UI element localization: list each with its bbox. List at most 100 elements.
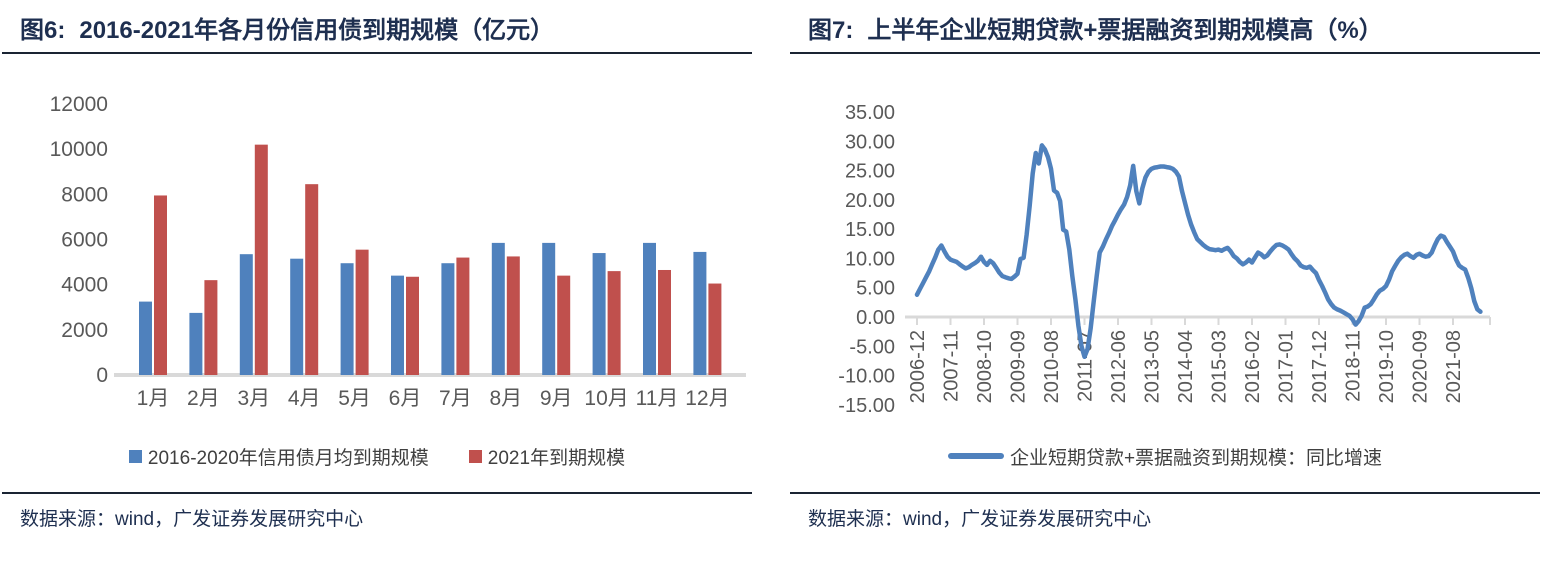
x-axis-tick-label: 6月 bbox=[389, 387, 422, 410]
red-square-swatch-icon bbox=[468, 449, 482, 463]
bar-avg-2月 bbox=[189, 312, 203, 375]
x-axis-tick-label: 2007-11 bbox=[941, 330, 963, 402]
figure6-legend: 2016-2020年信用债月均到期规模 2021年到期规模 bbox=[2, 440, 752, 472]
x-axis-tick-label: 1月 bbox=[137, 387, 170, 410]
x-axis-tick-label: 5月 bbox=[338, 387, 371, 410]
bar-2021-2月 bbox=[204, 280, 218, 375]
y-axis-tick-label: 6000 bbox=[61, 229, 108, 252]
y-axis-tick-label: 30.00 bbox=[845, 131, 895, 153]
x-axis-tick-label: 2017-12 bbox=[1309, 330, 1331, 403]
x-axis-tick-label: 2020-09 bbox=[1410, 330, 1432, 403]
line-chart: 35.00 30.00 25.00 20.00 15.00 10.00 5.00 0.00 -5… bbox=[838, 102, 1491, 417]
legend-item-avg: 2016-2020年信用债月均到期规模 bbox=[128, 443, 429, 470]
bar-avg-9月 bbox=[542, 242, 556, 375]
x-axis-tick-label: 12月 bbox=[685, 387, 729, 410]
x-axis-tick-label: 2017-01 bbox=[1276, 330, 1298, 403]
bar-2021-12月 bbox=[708, 283, 722, 375]
figure6-title: 2016-2021年各月份信用债到期规模（亿元） bbox=[79, 17, 555, 44]
figure7-source: 数据来源：wind，广发证券发展研究中心 bbox=[808, 509, 1152, 530]
x-axis-tick-label: 10月 bbox=[584, 387, 628, 410]
figure7-title: 上半年企业短期贷款+票据融资到期规模高（%） bbox=[867, 17, 1383, 44]
bar-2021-11月 bbox=[658, 269, 671, 375]
bar-avg-12月 bbox=[693, 251, 707, 375]
trend-line bbox=[914, 143, 1483, 360]
blue-square-swatch-icon bbox=[128, 449, 142, 463]
bar-2021-9月 bbox=[557, 275, 571, 375]
x-axis-tick-label: 2013-05 bbox=[1142, 330, 1164, 403]
bar-2021-3月 bbox=[254, 144, 268, 375]
y-axis-tick-label: 12000 bbox=[50, 93, 108, 116]
figure7-header: 图7: 上半年企业短期贷款+票据融资到期规模高（%） bbox=[790, 0, 1540, 54]
x-axis-tick-label: 2014-04 bbox=[1175, 330, 1197, 403]
bar-2021-6月 bbox=[406, 276, 419, 375]
legend-item-yoy: 企业短期贷款+票据融资到期规模：同比增速 bbox=[947, 443, 1383, 470]
y-axis-tick-label: -5.00 bbox=[849, 336, 895, 358]
y-axis-tick-label: 0.00 bbox=[856, 307, 895, 329]
bar-avg-3月 bbox=[239, 254, 253, 375]
bar-avg-4月 bbox=[290, 258, 304, 375]
y-axis-tick-label: 20.00 bbox=[845, 190, 895, 212]
x-axis-tick-label: 2006-12 bbox=[907, 330, 929, 403]
x-axis-tick-label: 2016-02 bbox=[1242, 330, 1264, 403]
x-axis-tick-label: 4月 bbox=[288, 387, 321, 410]
y-axis-tick-label: 10.00 bbox=[845, 248, 895, 270]
y-axis-tick-label: 0 bbox=[96, 364, 108, 387]
y-axis-tick-label: -15.00 bbox=[838, 395, 895, 417]
bar-2021-1月 bbox=[154, 195, 167, 375]
x-axis-tick-label: 2月 bbox=[187, 387, 220, 410]
y-axis-tick-label: -10.00 bbox=[838, 366, 895, 388]
legend-label-avg: 2016-2020年信用债月均到期规模 bbox=[147, 447, 429, 469]
x-axis-tick-label: 2018-11 bbox=[1343, 330, 1365, 402]
x-axis-tick-label: 2021-08 bbox=[1443, 330, 1465, 403]
legend-label-2021: 2021年到期规模 bbox=[487, 447, 626, 469]
x-axis-tick-label: 2015-03 bbox=[1209, 330, 1231, 403]
y-axis-tick-label: 4000 bbox=[61, 274, 108, 297]
bar-2021-8月 bbox=[506, 256, 520, 375]
legend-label-yoy: 企业短期贷款+票据融资到期规模：同比增速 bbox=[1009, 447, 1383, 469]
y-axis-tick-label: 8000 bbox=[61, 183, 108, 206]
x-axis-tick-label: 2009-09 bbox=[1008, 330, 1030, 403]
figure7-title-row: 图7: 上半年企业短期贷款+票据融资到期规模高（%） bbox=[790, 0, 1540, 45]
bar-2021-10月 bbox=[607, 271, 621, 375]
x-axis-tick-label: 8月 bbox=[489, 387, 522, 410]
y-axis-tick-label: 5.00 bbox=[856, 278, 895, 300]
x-axis-tick-label: 2019-10 bbox=[1376, 330, 1398, 403]
x-axis-tick-label: 2011-07 bbox=[1075, 330, 1097, 402]
legend-item-2021: 2021年到期规模 bbox=[468, 443, 626, 470]
bar-2021-5月 bbox=[355, 249, 369, 375]
y-axis-tick-label: 10000 bbox=[50, 138, 108, 161]
figure7-label: 图7: bbox=[808, 17, 854, 44]
x-axis-tick-label: 2012-06 bbox=[1108, 330, 1130, 403]
figure6-footer: 数据来源：wind，广发证券发展研究中心 bbox=[2, 492, 752, 531]
bar-avg-8月 bbox=[491, 242, 505, 375]
bar-2021-7月 bbox=[456, 257, 470, 375]
bar-avg-7月 bbox=[441, 263, 455, 375]
bar-avg-6月 bbox=[391, 275, 404, 375]
x-axis-tick-label: 11月 bbox=[636, 387, 679, 410]
blue-line-swatch-icon bbox=[947, 453, 1004, 459]
x-axis-tick-label: 7月 bbox=[439, 387, 472, 410]
x-axis-tick-label: 9月 bbox=[540, 387, 573, 410]
figure6-header: 图6: 2016-2021年各月份信用债到期规模（亿元） bbox=[2, 0, 752, 54]
figure6-title-row: 图6: 2016-2021年各月份信用债到期规模（亿元） bbox=[2, 0, 752, 45]
y-axis-tick-label: 35.00 bbox=[845, 102, 895, 124]
figure7-legend: 企业短期贷款+票据融资到期规模：同比增速 bbox=[790, 440, 1540, 472]
y-axis-tick-label: 25.00 bbox=[845, 161, 895, 183]
figure6-source: 数据来源：wind，广发证券发展研究中心 bbox=[20, 509, 364, 530]
bar-chart: 0 2000 4000 6000 8000 10000 12000 1月 2月 3月 4月 5月 6月 7… bbox=[50, 93, 746, 410]
x-axis-tick-label: 2008-10 bbox=[974, 330, 996, 403]
figure7-panel: 图7: 上半年企业短期贷款+票据融资到期规模高（%） 35.00 30.00 25.0… bbox=[790, 0, 1540, 567]
bar-avg-5月 bbox=[340, 263, 354, 375]
bar-avg-11月 bbox=[643, 242, 656, 375]
y-axis-tick-label: 15.00 bbox=[845, 219, 895, 241]
x-axis-tick-label: 3月 bbox=[237, 387, 270, 410]
figure7-footer: 数据来源：wind，广发证券发展研究中心 bbox=[790, 492, 1540, 531]
bar-2021-4月 bbox=[305, 184, 319, 375]
bar-avg-1月 bbox=[139, 301, 152, 375]
y-axis-tick-label: 2000 bbox=[61, 319, 108, 342]
bar-avg-10月 bbox=[592, 253, 606, 375]
x-axis-tick-label: 2010-08 bbox=[1041, 330, 1063, 403]
figure6-label: 图6: bbox=[20, 17, 66, 44]
figure6-panel: 图6: 2016-2021年各月份信用债到期规模（亿元） 0 2000 4000 600… bbox=[2, 0, 752, 567]
